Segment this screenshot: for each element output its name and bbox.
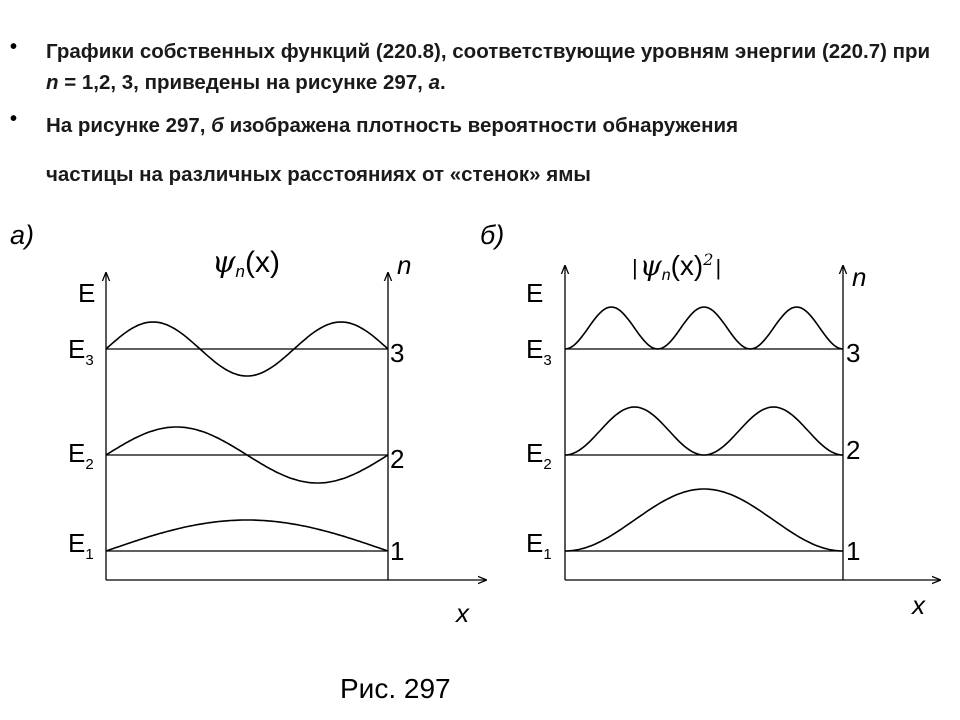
panel-b-title-arg: (x) (671, 250, 704, 281)
panel-b-n1-label: 1 (846, 536, 860, 566)
panel-b-n-axis-label: n (852, 262, 866, 292)
panel-a-e3-label: E3 (68, 334, 94, 369)
panel-b-label: б) (480, 220, 504, 250)
bullet-text-1: Графики собственных функций (220.8), соо… (46, 36, 946, 98)
bullet-2-figure-ref: б (211, 114, 224, 137)
panel-a-energy-axis-label: E (78, 278, 95, 308)
panel-b-title-psi: ψ (640, 249, 663, 282)
panel-a-title-sub: n (236, 262, 245, 281)
panel-a-n-axis-label: n (397, 250, 411, 280)
bullet-2-line-2: частицы на различных расстояниях от «сте… (46, 163, 591, 186)
panel-b-density-3 (564, 306, 844, 350)
panel-b-density-1 (565, 488, 843, 552)
panel-a-n1-label: 1 (390, 536, 404, 566)
bullet-1-figure-ref: а (428, 71, 440, 94)
bullet-dot: • (10, 108, 18, 130)
panel-b-e2-label: E2 (526, 438, 552, 473)
panel-b-energy-axis-label: E (526, 278, 543, 308)
panel-b-e2-sub: 2 (543, 456, 551, 473)
figure-caption: Рис. 297 (340, 673, 451, 704)
panel-a-n3-label: 3 (390, 338, 404, 368)
panel-b-e1-letter: E (526, 528, 543, 558)
panel-b-x-axis-label: x (910, 590, 926, 620)
panel-b-e3-letter: E (526, 334, 543, 364)
panel-a-title: ψn(x) (212, 245, 280, 281)
panel-b-title-bar-right: | (715, 255, 721, 280)
bullet-1-part-2: = 1,2, 3, приведены на рисунке 297, (58, 71, 429, 94)
panel-b-density-2 (564, 406, 844, 456)
panel-a-wave-2 (105, 426, 389, 484)
panel-b-e3-label: E3 (526, 334, 552, 369)
panel-b-n3-label: 3 (846, 338, 860, 368)
panel-b-n2-label: 2 (846, 435, 860, 465)
panel-a-label: а) (10, 220, 34, 250)
panel-a-e3-letter: E (68, 334, 85, 364)
panel-a-title-psi: ψ (212, 245, 236, 280)
panel-a-title-arg: (x) (245, 246, 280, 279)
panel-a-e1-label: E1 (68, 528, 94, 563)
panel-a-e1-letter: E (68, 528, 85, 558)
panel-a-n2-label: 2 (390, 444, 404, 474)
panel-a-e2-sub: 2 (85, 456, 93, 473)
bullet-text-2: На рисунке 297, б изображена плотность в… (46, 110, 946, 190)
panel-b-e1-sub: 1 (543, 546, 551, 563)
bullet-2-part-1: На рисунке 297, (46, 114, 212, 137)
panel-b-e2-letter: E (526, 438, 543, 468)
bullet-1-part-3: . (439, 71, 446, 94)
panel-a-e2-letter: E (68, 438, 85, 468)
panel-b-e1-label: E1 (526, 528, 552, 563)
panel-a-wave-3 (105, 321, 389, 377)
panel-a-wave-1 (105, 519, 389, 552)
panel-b-title: |ψn(x)2| (632, 249, 721, 284)
panel-b: б) |ψn(x)2| E n x E3 E2 E1 3 2 1 (480, 220, 940, 620)
panel-b-e3-sub: 3 (543, 352, 551, 369)
panel-b-title-sup: 2 (702, 250, 713, 269)
panel-a-e2-label: E2 (68, 438, 94, 473)
bullet-dot: • (10, 36, 18, 58)
panel-a-e1-sub: 1 (85, 546, 93, 563)
bullet-1-n-symbol: n (46, 71, 59, 94)
panel-b-title-sub: n (662, 267, 671, 284)
bullet-1-part-1: Графики собственных функций (220.8), соо… (46, 40, 931, 63)
panel-a-x-axis-label: x (454, 598, 470, 628)
panel-a: а) ψn(x) E n x E3 E2 E1 3 2 1 (10, 220, 486, 628)
bullet-2-part-2: изображена плотность вероятности обнаруж… (223, 114, 739, 137)
panel-b-title-bar-left: | (632, 255, 638, 280)
panel-a-e3-sub: 3 (85, 352, 93, 369)
